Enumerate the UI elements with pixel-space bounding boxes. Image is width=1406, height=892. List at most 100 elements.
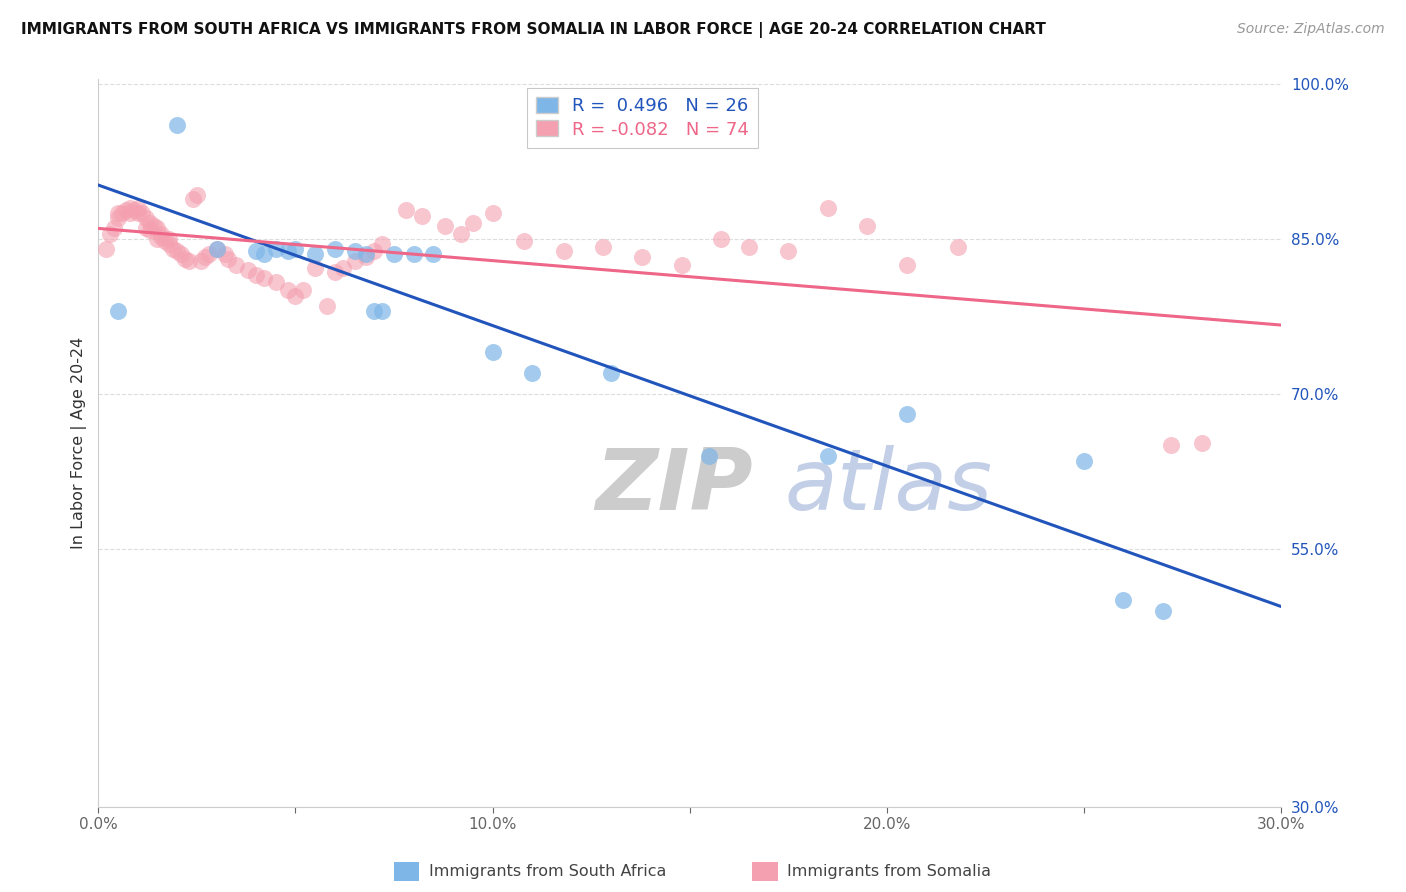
- Point: [411, 209, 433, 223]
- Point: [146, 232, 169, 246]
- Point: [166, 244, 188, 259]
- Point: [96, 242, 118, 256]
- Point: [170, 247, 193, 261]
- Text: IMMIGRANTS FROM SOUTH AFRICA VS IMMIGRANTS FROM SOMALIA IN LABOR FORCE | AGE 20-: IMMIGRANTS FROM SOUTH AFRICA VS IMMIGRAN…: [21, 22, 1046, 38]
- Point: [461, 216, 484, 230]
- Point: [1160, 438, 1182, 452]
- Point: [316, 299, 339, 313]
- Point: [481, 206, 503, 220]
- Y-axis label: In Labor Force | Age 20-24: In Labor Force | Age 20-24: [72, 336, 87, 549]
- Text: ZIP: ZIP: [595, 445, 752, 528]
- Point: [107, 304, 129, 318]
- Point: [1191, 436, 1213, 450]
- Point: [122, 202, 145, 217]
- Point: [896, 258, 918, 272]
- Point: [671, 258, 693, 272]
- Point: [166, 118, 188, 132]
- Point: [896, 408, 918, 422]
- Point: [363, 244, 385, 259]
- Point: [599, 366, 621, 380]
- Point: [205, 242, 228, 256]
- Point: [118, 201, 141, 215]
- Point: [382, 247, 405, 261]
- Point: [371, 304, 394, 318]
- Point: [323, 265, 346, 279]
- Point: [157, 232, 180, 246]
- Point: [343, 244, 366, 259]
- Point: [150, 227, 173, 241]
- Point: [138, 223, 160, 237]
- Point: [127, 206, 149, 220]
- Point: [157, 236, 180, 251]
- Point: [181, 193, 204, 207]
- Point: [205, 242, 228, 256]
- Point: [118, 206, 141, 220]
- Point: [304, 260, 326, 275]
- Point: [284, 242, 307, 256]
- Point: [131, 206, 153, 220]
- Point: [513, 234, 536, 248]
- Point: [111, 206, 134, 220]
- Point: [631, 250, 654, 264]
- Point: [245, 268, 267, 282]
- Point: [277, 244, 299, 259]
- Point: [264, 275, 287, 289]
- Point: [699, 449, 721, 463]
- Point: [1152, 604, 1174, 618]
- Point: [107, 206, 129, 220]
- Point: [292, 284, 315, 298]
- Point: [856, 219, 879, 234]
- Point: [481, 345, 503, 359]
- Point: [150, 229, 173, 244]
- Point: [127, 201, 149, 215]
- Point: [135, 211, 157, 225]
- Text: Immigrants from South Africa: Immigrants from South Africa: [429, 864, 666, 879]
- Point: [174, 252, 197, 267]
- Point: [1073, 454, 1095, 468]
- Point: [238, 262, 260, 277]
- Point: [817, 201, 839, 215]
- Point: [277, 284, 299, 298]
- Point: [194, 250, 217, 264]
- Point: [592, 240, 614, 254]
- Point: [253, 271, 276, 285]
- Point: [304, 247, 326, 261]
- Point: [225, 258, 247, 272]
- Point: [138, 216, 160, 230]
- Point: [395, 202, 418, 217]
- Point: [946, 240, 969, 254]
- Point: [115, 202, 138, 217]
- Point: [98, 227, 121, 241]
- Point: [1112, 593, 1135, 607]
- Point: [177, 254, 200, 268]
- Point: [197, 247, 219, 261]
- Point: [190, 254, 212, 268]
- Point: [371, 236, 394, 251]
- Point: [142, 219, 165, 234]
- Point: [356, 247, 378, 261]
- Point: [284, 288, 307, 302]
- Point: [107, 211, 129, 225]
- Point: [214, 247, 236, 261]
- Point: [817, 449, 839, 463]
- Point: [553, 244, 575, 259]
- Point: [245, 244, 267, 259]
- Point: [402, 247, 425, 261]
- Point: [103, 221, 125, 235]
- Point: [520, 366, 543, 380]
- Point: [778, 244, 800, 259]
- Point: [422, 247, 444, 261]
- Point: [186, 188, 208, 202]
- Point: [264, 242, 287, 256]
- Text: atlas: atlas: [785, 445, 993, 528]
- Point: [363, 304, 385, 318]
- Point: [710, 232, 733, 246]
- Legend: R =  0.496   N = 26, R = -0.082   N = 74: R = 0.496 N = 26, R = -0.082 N = 74: [527, 87, 758, 147]
- Point: [450, 227, 472, 241]
- Point: [343, 254, 366, 268]
- Text: Source: ZipAtlas.com: Source: ZipAtlas.com: [1237, 22, 1385, 37]
- Point: [146, 221, 169, 235]
- Point: [323, 242, 346, 256]
- Point: [356, 250, 378, 264]
- Point: [217, 252, 239, 267]
